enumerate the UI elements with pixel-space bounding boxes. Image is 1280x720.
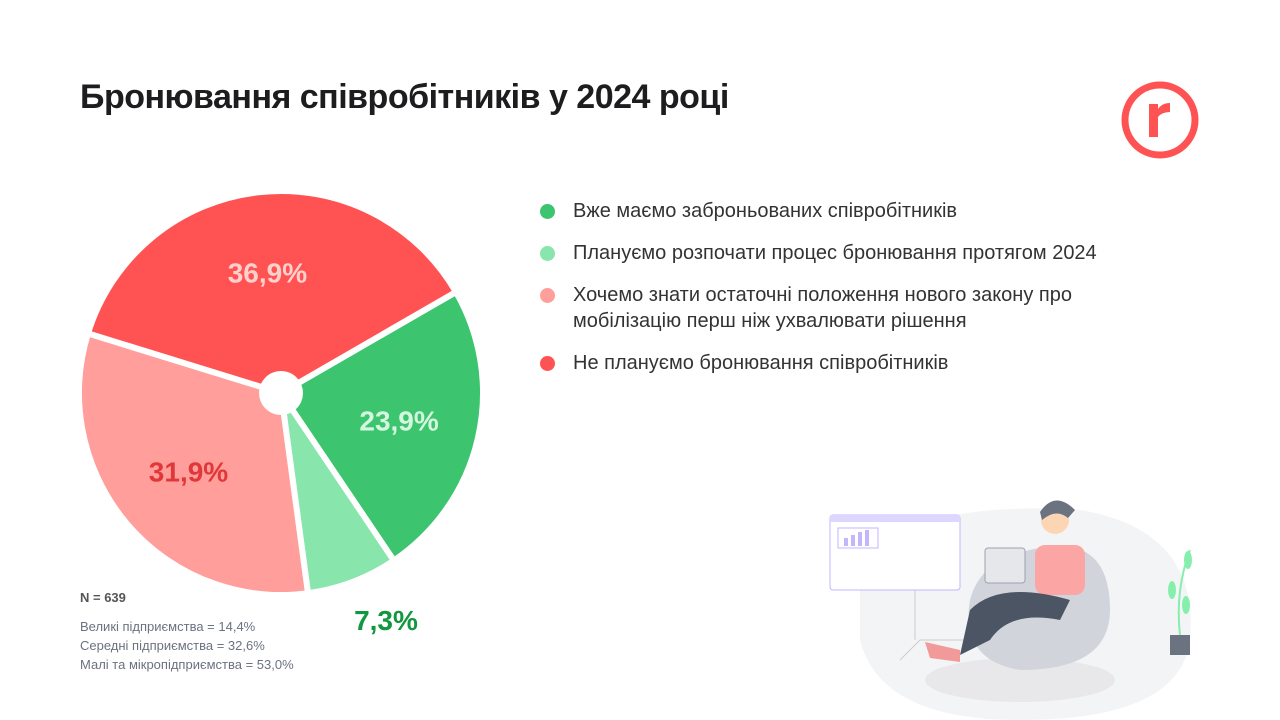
note-line: Малі та мікропідприємства = 53,0%: [80, 657, 294, 672]
slice-label: 7,3%: [354, 605, 418, 636]
legend-label: Не плануємо бронювання співробітників: [573, 352, 949, 374]
legend-label: Хочемо знати остаточні положення нового …: [573, 284, 1072, 332]
legend-item: Хочемо знати остаточні положення нового …: [540, 282, 1160, 334]
legend-item: Вже маємо заброньованих співробітників: [540, 198, 1160, 224]
pie-slice: [276, 287, 486, 565]
legend-label: Плануємо розпочати процес бронювання про…: [573, 242, 1097, 264]
note-line: Середні підприємства = 32,6%: [80, 638, 265, 653]
note-line: Великі підприємства = 14,4%: [80, 619, 256, 634]
pie-chart: 23,9% 7,3% 31,9% 36,9%: [76, 188, 486, 636]
person-with-laptop-illustration: [829, 500, 1192, 720]
legend-dot: [540, 204, 555, 219]
logo: [1121, 81, 1199, 159]
slice-label: 36,9%: [228, 258, 307, 289]
legend-item: Не плануємо бронювання співробітників: [540, 350, 1160, 376]
legend-dot: [540, 288, 555, 303]
page-title: Бронювання співробітників у 2024 році: [80, 78, 729, 116]
legend: Вже маємо заброньованих співробітників П…: [540, 198, 1160, 392]
slice-label: 31,9%: [149, 456, 228, 487]
legend-label: Вже маємо заброньованих співробітників: [573, 200, 958, 222]
sample-size: N = 639: [80, 590, 126, 605]
legend-dot: [540, 246, 555, 261]
legend-dot: [540, 356, 555, 371]
pie-slice: [76, 329, 312, 598]
pie-slice: [84, 188, 461, 397]
pie-center-hole: [259, 371, 303, 415]
slice-label: 23,9%: [359, 405, 438, 436]
sample-notes: N = 639 Великі підприємства = 14,4% Сере…: [80, 588, 294, 674]
legend-item: Плануємо розпочати процес бронювання про…: [540, 240, 1160, 266]
